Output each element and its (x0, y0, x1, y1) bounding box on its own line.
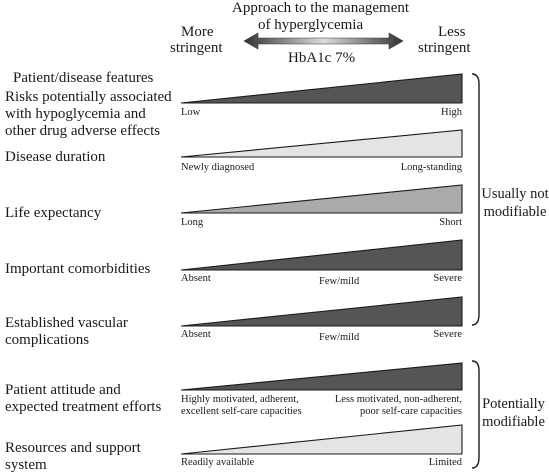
wedge-label-line: Highly motivated, adherent, (181, 394, 299, 405)
feature-label-line: expected treatment efforts (5, 399, 162, 415)
diagram-title-line2: of hyperglycemia (258, 17, 364, 33)
wedge-label-line: Long (181, 217, 204, 228)
severity-wedge-1 (180, 73, 463, 104)
bracket-label-line: Potentially (482, 396, 545, 412)
wedge-right-label-1: High (441, 107, 462, 119)
section-title: Patient/disease features (13, 70, 154, 86)
feature-label-5: Established vascular complications (5, 315, 128, 349)
feature-label-line: Resources and support (5, 440, 141, 456)
bracket-label-line: modifiable (482, 414, 545, 430)
wedge-left-label-7: Readily available (181, 457, 254, 469)
wedge-right-label-5: Severe (433, 329, 462, 341)
wedge-left-label-3: Long (181, 217, 203, 229)
feature-label-6: Patient attitude and expected treatment e… (5, 382, 161, 416)
severity-wedge-2 (180, 129, 463, 158)
feature-label-3: Life expectancy (5, 205, 101, 222)
feature-label-line: Risks potentially associated (5, 89, 172, 105)
hba1c-target-label: HbA1c 7% (288, 50, 356, 66)
more-stringent-line2: stringent (170, 40, 223, 56)
feature-label-line: other drug adverse effects (5, 123, 161, 139)
feature-label-line: complications (5, 332, 90, 348)
wedge-label-line: excellent self-care capacities (181, 405, 302, 417)
more-stringent-line1: More (181, 24, 214, 40)
wedge-label-line: Severe (433, 273, 462, 284)
feature-label-4: Important comorbidities (5, 261, 150, 278)
feature-label-2: Disease duration (5, 149, 105, 166)
wedge-mid-label-5: Few/mild (319, 332, 359, 344)
severity-wedge-7 (180, 424, 463, 455)
wedge-right-label-4: Severe (433, 273, 462, 285)
usually-not-modifiable-label: Usually not modifiable (481, 185, 549, 221)
wedge-label-line: Absent (181, 329, 211, 340)
wedge-mid-label-4: Few/mild (319, 276, 359, 288)
wedge-left-label-1: Low (181, 107, 200, 119)
wedge-label-line: Few/mild (319, 332, 360, 343)
feature-label-line: Important comorbidities (5, 261, 151, 277)
wedge-label-line: Severe (433, 329, 462, 340)
wedge-right-label-3: Short (439, 217, 462, 229)
wedge-label-line: Few/mild (319, 276, 360, 287)
severity-wedge-5 (180, 296, 463, 327)
severity-wedge-4 (180, 239, 463, 271)
severity-wedge-3 (180, 184, 463, 214)
bracket-modifiable (471, 360, 480, 469)
wedge-label-line: High (441, 107, 462, 118)
wedge-label-line: Limited (428, 457, 462, 468)
wedge-right-label-6: Less motivated, non-adherent, poor self-c… (335, 394, 462, 417)
feature-label-line: system (5, 457, 47, 473)
feature-label-line: Disease duration (5, 149, 106, 165)
bracket-not-modifiable (471, 73, 480, 326)
wedge-label-line: Readily available (181, 457, 255, 468)
wedge-left-label-5: Absent (181, 329, 211, 341)
feature-label-7: Resources and support system (5, 440, 141, 474)
wedge-left-label-2: Newly diagnosed (181, 162, 254, 174)
wedge-left-label-4: Absent (181, 273, 211, 285)
wedge-right-label-2: Long-standing (401, 162, 462, 174)
less-stringent-line1: Less (438, 24, 466, 40)
feature-label-line: Life expectancy (5, 205, 102, 221)
bracket-label-line: Usually not (481, 186, 549, 202)
wedge-label-line: Long-standing (400, 162, 462, 173)
feature-label-line: Patient attitude and (5, 382, 121, 398)
wedge-label-line: Low (181, 107, 201, 118)
feature-label-line: with hypoglycemia and (5, 106, 146, 122)
severity-wedge-6 (180, 362, 463, 391)
wedge-label-line: poor self-care capacities (359, 405, 462, 417)
feature-label-line: Established vascular (5, 315, 128, 331)
wedge-label-line: Newly diagnosed (181, 162, 255, 173)
wedge-right-label-7: Limited (429, 457, 462, 469)
potentially-modifiable-label: Potentially modifiable (478, 395, 549, 431)
wedge-left-label-6: Highly motivated, adherent, excellent sel… (181, 394, 302, 417)
less-stringent-line2: stringent (418, 40, 471, 56)
diagram-title-line1: Approach to the management (232, 0, 410, 16)
wedge-label-line: Short (439, 217, 462, 228)
wedge-label-line: Absent (181, 273, 211, 284)
stringency-double-arrow-icon (243, 32, 404, 50)
bracket-label-line: modifiable (483, 204, 547, 220)
wedge-label-line: Less motivated, non-adherent, (334, 394, 462, 405)
feature-label-1: Risks potentially associated with hypogly… (5, 89, 172, 140)
